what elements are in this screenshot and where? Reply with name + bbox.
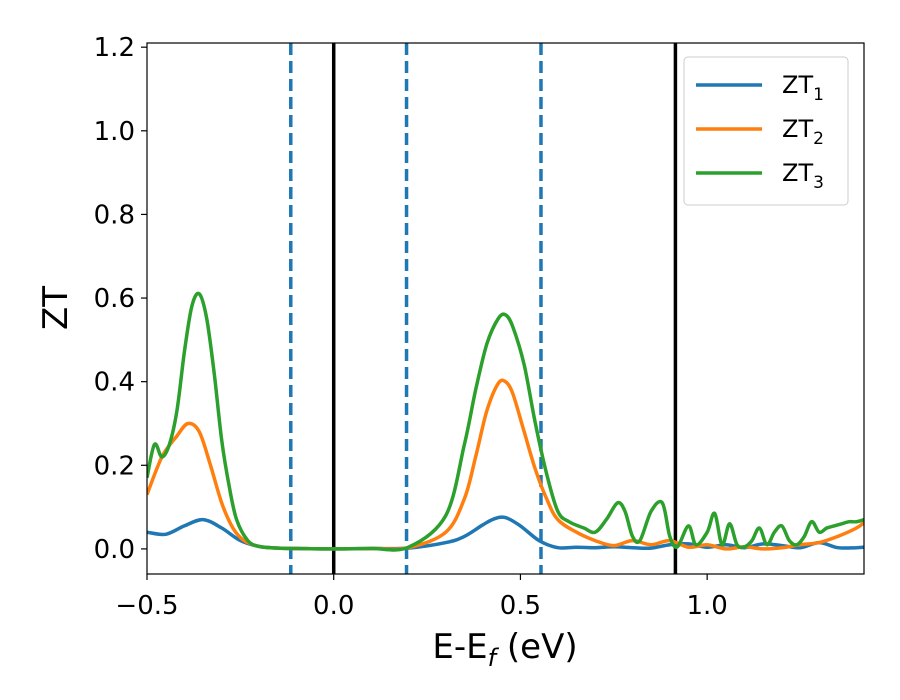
legend-label: ZT1	[782, 71, 824, 105]
x-tick-label: 1.0	[686, 591, 727, 621]
y-tick-label: 0.0	[94, 535, 135, 565]
x-axis-ticks: −0.5 0.0 0.5 1.0	[115, 574, 728, 621]
y-tick-label: 1.0	[94, 117, 135, 147]
y-tick-label: 0.6	[94, 284, 135, 314]
y-axis-title: ZT	[36, 286, 76, 330]
legend-label: ZT3	[782, 159, 824, 193]
series-layer	[147, 291, 864, 552]
y-tick-label: 0.2	[94, 451, 135, 481]
y-tick-label: 0.4	[94, 368, 135, 398]
x-axis-title-main: E-E	[432, 627, 487, 667]
x-tick-label: 0.0	[313, 591, 354, 621]
plot-frame	[146, 42, 865, 575]
legend-label: ZT2	[782, 115, 824, 149]
x-tick-label: 0.5	[500, 591, 541, 621]
x-axis-title: E-Ef (eV)	[432, 627, 577, 672]
legend-box	[683, 56, 849, 206]
y-axis-ticks: 0.0 0.2 0.4 0.6 0.8 1.0 1.2	[94, 33, 147, 565]
y-tick-label: 0.8	[94, 200, 135, 230]
series-line-zt3	[147, 291, 864, 552]
x-axis-title-unit: (eV)	[496, 627, 578, 667]
y-tick-label: 1.2	[94, 33, 135, 63]
legend: ZT1 ZT2 ZT3	[683, 56, 849, 206]
x-tick-label: −0.5	[115, 591, 178, 621]
